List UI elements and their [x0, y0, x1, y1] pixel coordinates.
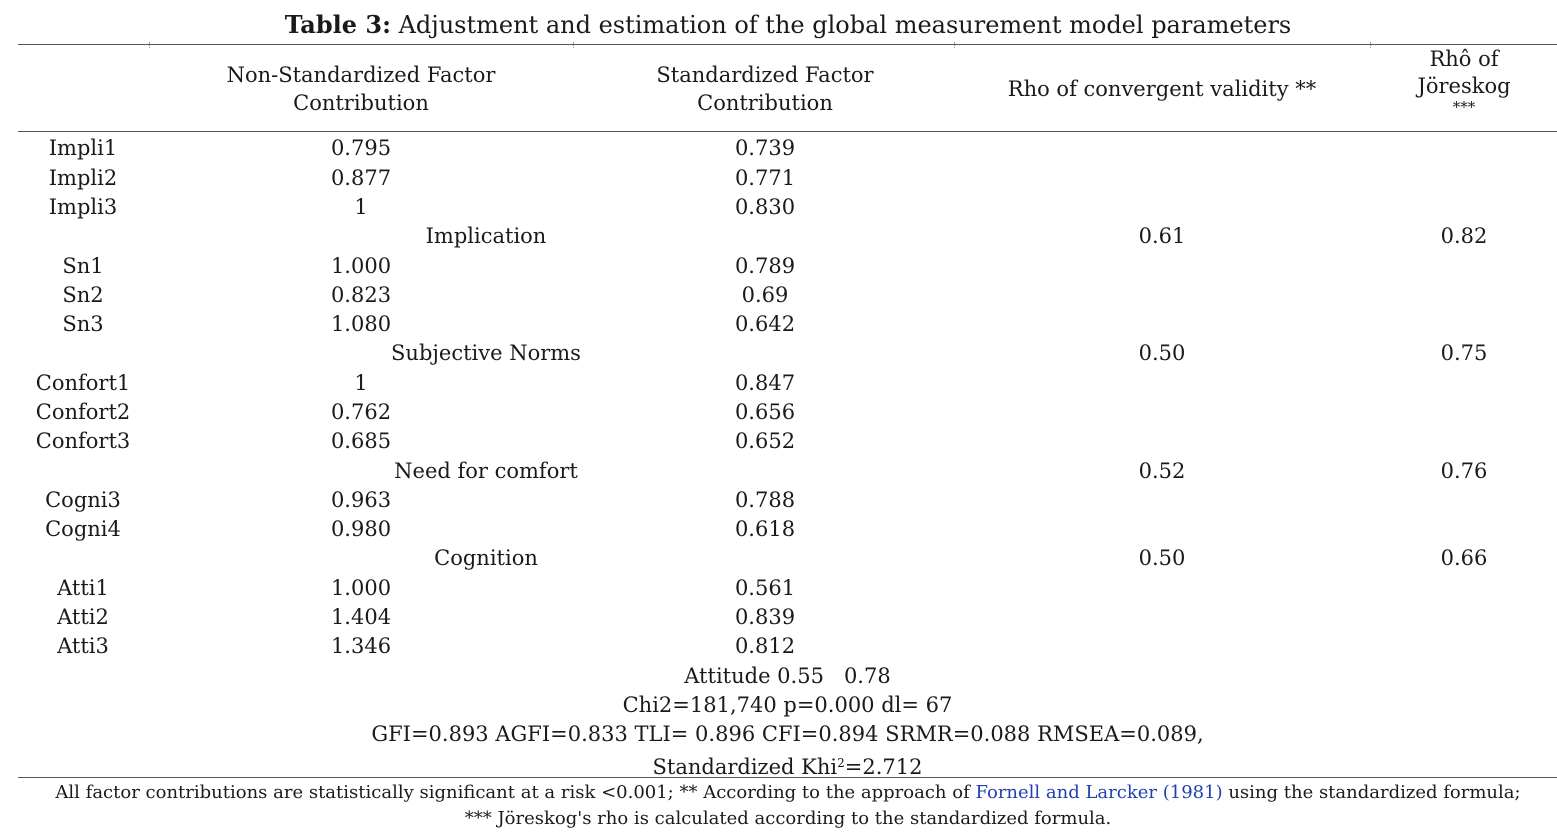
column-separator	[573, 42, 574, 48]
rho-joreskog-value: 0.66	[1440, 546, 1488, 570]
row-label: Sn1	[62, 254, 104, 278]
table-row: Impli1 0.795 0.739	[0, 134, 1557, 163]
construct-name: Need for comfort	[394, 459, 578, 483]
non-standardized-value: 1.404	[330, 605, 392, 629]
standardized-value: 0.812	[734, 634, 796, 658]
rho-convergent-value: 0.61	[1138, 224, 1186, 248]
table-row: Sn2 0.823 0.69	[0, 281, 1557, 310]
standardized-value: 0.739	[734, 136, 796, 160]
footnote-line-1: All factor contributions are statistical…	[55, 782, 1521, 803]
bottom-rule	[18, 777, 1557, 778]
non-standardized-value: 0.877	[330, 166, 392, 190]
table-row: Cogni4 0.980 0.618	[0, 515, 1557, 544]
attitude-summary: Attitude 0.55 0.78	[684, 664, 891, 688]
group-row: Need for comfort 0.52 0.76	[0, 457, 1557, 486]
rho-joreskog-value: 0.76	[1440, 459, 1488, 483]
construct-name: Cognition	[434, 546, 538, 570]
standardized-value: 0.847	[734, 371, 796, 395]
non-standardized-value: 1.000	[330, 576, 392, 600]
row-label: Atti3	[57, 634, 109, 658]
standardized-value: 0.652	[734, 429, 796, 453]
non-standardized-value: 1.346	[330, 634, 392, 658]
row-label: Sn3	[62, 312, 104, 336]
row-label: Confort3	[35, 429, 131, 453]
rho-joreskog-value: 0.82	[1440, 224, 1488, 248]
group-row: Cognition 0.50 0.66	[0, 544, 1557, 573]
standardized-value: 0.642	[734, 312, 796, 336]
table-caption: Table 3: Adjustment and estimation of th…	[0, 10, 1557, 40]
standardized-value: 0.656	[734, 400, 796, 424]
standardized-value: 0.788	[734, 488, 796, 512]
table-row: Confort1 1 0.847	[0, 369, 1557, 398]
table-row: Sn1 1.000 0.789	[0, 252, 1557, 281]
citation-link[interactable]: Fornell and Larcker (1981)	[975, 782, 1223, 803]
table-label: Table 3:	[284, 10, 391, 39]
standardized-value: 0.618	[734, 517, 796, 541]
header-rho-joreskog: Rhô of Jöreskog ***	[1417, 47, 1511, 116]
group-row: Implication 0.61 0.82	[0, 222, 1557, 251]
header-rho-convergent: Rho of convergent validity **	[1007, 77, 1317, 101]
column-separator	[1370, 42, 1371, 48]
table-row: Atti2 1.404 0.839	[0, 603, 1557, 632]
standardized-value: 0.830	[734, 195, 796, 219]
non-standardized-value: 0.762	[330, 400, 392, 424]
non-standardized-value: 1.080	[330, 312, 392, 336]
table-row: Atti3 1.346 0.812	[0, 632, 1557, 661]
non-standardized-value: 1.000	[330, 254, 392, 278]
row-label: Atti2	[57, 605, 109, 629]
non-standardized-value: 0.795	[330, 136, 392, 160]
header-rule	[18, 131, 1557, 132]
standardized-value: 0.839	[734, 605, 796, 629]
non-standardized-value: 1	[354, 195, 368, 219]
table-row: Confort3 0.685 0.652	[0, 427, 1557, 456]
chi2-summary: Chi2=181,740 p=0.000 dl= 67	[622, 693, 953, 717]
rho-convergent-value: 0.52	[1138, 459, 1186, 483]
table-row: Cogni3 0.963 0.788	[0, 486, 1557, 515]
construct-name: Implication	[425, 224, 547, 248]
rho-joreskog-value: 0.75	[1440, 341, 1488, 365]
row-label: Sn2	[62, 283, 104, 307]
row-label: Confort1	[35, 371, 131, 395]
header-standardized: Standardized Factor Contribution	[656, 63, 874, 115]
table-row: Impli3 1 0.830	[0, 193, 1557, 222]
group-row: Subjective Norms 0.50 0.75	[0, 339, 1557, 368]
table-title: Adjustment and estimation of the global …	[398, 11, 1292, 39]
row-label: Impli3	[48, 195, 118, 219]
row-label: Impli2	[48, 166, 118, 190]
footnote-line-2: *** Jöreskog's rho is calculated accordi…	[464, 808, 1112, 829]
row-label: Confort2	[35, 400, 131, 424]
table-row: Confort2 0.762 0.656	[0, 398, 1557, 427]
standardized-value: 0.789	[734, 254, 796, 278]
header-non-standardized: Non-Standardized Factor Contribution	[226, 63, 496, 115]
column-separator	[954, 42, 955, 48]
table-row: Atti1 1.000 0.561	[0, 574, 1557, 603]
standardized-value: 0.69	[741, 283, 789, 307]
row-label: Atti1	[57, 576, 109, 600]
standardized-value: 0.561	[734, 576, 796, 600]
table-row: Sn3 1.080 0.642	[0, 310, 1557, 339]
row-label: Cogni3	[45, 488, 121, 512]
column-separator	[149, 42, 150, 48]
fit-indices: GFI=0.893 AGFI=0.833 TLI= 0.896 CFI=0.89…	[371, 722, 1204, 746]
standardized-khi: Standardized Khi2=2.712	[652, 755, 923, 779]
rho-convergent-value: 0.50	[1138, 546, 1186, 570]
top-rule	[18, 44, 1557, 45]
rho-convergent-value: 0.50	[1138, 341, 1186, 365]
non-standardized-value: 0.963	[330, 488, 392, 512]
non-standardized-value: 0.823	[330, 283, 392, 307]
non-standardized-value: 0.685	[330, 429, 392, 453]
non-standardized-value: 0.980	[330, 517, 392, 541]
row-label: Impli1	[48, 136, 118, 160]
row-label: Cogni4	[45, 517, 121, 541]
standardized-value: 0.771	[734, 166, 796, 190]
construct-name: Subjective Norms	[391, 341, 581, 365]
non-standardized-value: 1	[354, 371, 368, 395]
table-row: Impli2 0.877 0.771	[0, 164, 1557, 193]
